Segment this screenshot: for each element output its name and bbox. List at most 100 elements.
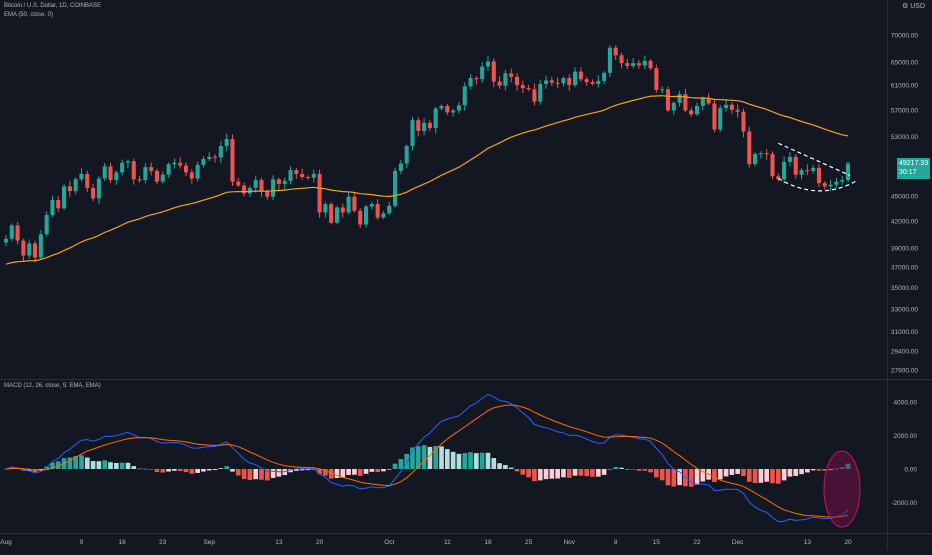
candle-body[interactable] <box>427 122 432 129</box>
macd-histogram-bar[interactable] <box>746 469 752 482</box>
macd-histogram-bar[interactable] <box>450 451 456 469</box>
candle-body[interactable] <box>625 63 630 66</box>
macd-histogram-bar[interactable] <box>26 469 32 471</box>
macd-histogram-bar[interactable] <box>131 466 137 469</box>
macd-histogram-bar[interactable] <box>816 469 822 471</box>
macd-histogram-bar[interactable] <box>549 469 555 479</box>
macd-histogram-bar[interactable] <box>114 462 119 469</box>
candle-body[interactable] <box>398 163 403 171</box>
macd-histogram-bar[interactable] <box>299 469 305 471</box>
macd-histogram-bar[interactable] <box>172 469 177 471</box>
macd-histogram-bar[interactable] <box>787 469 793 477</box>
macd-histogram-bar[interactable] <box>125 462 131 469</box>
candle-body[interactable] <box>561 78 566 84</box>
macd-histogram-bar[interactable] <box>758 469 764 483</box>
candle-body[interactable] <box>224 139 229 147</box>
candle-body[interactable] <box>387 205 392 214</box>
macd-histogram-bar[interactable] <box>357 469 363 476</box>
candle-body[interactable] <box>183 165 189 173</box>
candle-body[interactable] <box>474 78 479 80</box>
candle-body[interactable] <box>648 60 653 69</box>
macd-histogram-bar[interactable] <box>799 469 804 475</box>
candle-body[interactable] <box>207 156 212 159</box>
highlight-ellipse[interactable] <box>823 450 861 528</box>
candle-body[interactable] <box>56 199 61 209</box>
candle-body[interactable] <box>602 72 607 81</box>
macd-histogram-bar[interactable] <box>264 469 270 481</box>
macd-histogram-bar[interactable] <box>613 467 619 469</box>
candle-body[interactable] <box>33 243 38 258</box>
macd-histogram-bar[interactable] <box>741 469 746 477</box>
macd-histogram-bar[interactable] <box>73 456 79 469</box>
candle-body[interactable] <box>590 82 595 84</box>
macd-histogram-bar[interactable] <box>230 469 235 472</box>
candle-body[interactable] <box>613 47 618 56</box>
candle-body[interactable] <box>532 89 537 102</box>
candle-body[interactable] <box>172 162 177 165</box>
candle-body[interactable] <box>149 167 154 171</box>
candle-body[interactable] <box>410 120 415 147</box>
candle-body[interactable] <box>143 167 148 181</box>
candle-body[interactable] <box>276 179 281 184</box>
macd-histogram-bar[interactable] <box>526 469 531 478</box>
candle-body[interactable] <box>363 206 369 225</box>
macd-histogram-bar[interactable] <box>775 469 781 484</box>
candle-body[interactable] <box>555 82 560 84</box>
candle-body[interactable] <box>433 108 438 129</box>
candle-body[interactable] <box>125 161 130 163</box>
candle-body[interactable] <box>741 111 746 132</box>
candle-body[interactable] <box>787 156 792 162</box>
candle-body[interactable] <box>822 183 827 187</box>
macd-histogram-bar[interactable] <box>514 469 520 472</box>
candle-body[interactable] <box>85 173 90 188</box>
candle-body[interactable] <box>840 180 845 182</box>
candle-body[interactable] <box>114 172 119 181</box>
macd-histogram-bar[interactable] <box>642 469 648 471</box>
candle-body[interactable] <box>747 131 752 165</box>
macd-histogram-bar[interactable] <box>206 469 212 471</box>
candle-body[interactable] <box>631 63 636 66</box>
candle-body[interactable] <box>91 187 96 199</box>
signal-line[interactable] <box>5 404 849 518</box>
macd-histogram-bar[interactable] <box>427 446 433 469</box>
macd-histogram-bar[interactable] <box>462 452 468 469</box>
currency-label[interactable]: ⚙ USD <box>902 2 925 10</box>
candle-body[interactable] <box>271 179 276 197</box>
candle-body[interactable] <box>735 109 740 112</box>
macd-histogram-bar[interactable] <box>55 461 61 469</box>
macd-histogram-bar[interactable] <box>468 452 473 469</box>
macd-histogram-bar[interactable] <box>21 469 26 471</box>
macd-histogram-bar[interactable] <box>392 463 398 469</box>
macd-histogram-bar[interactable] <box>294 469 299 471</box>
ema-legend[interactable]: EMA (50, close, 0) <box>4 12 54 18</box>
candle-body[interactable] <box>300 173 305 177</box>
candle-body[interactable] <box>549 80 554 83</box>
macd-histogram-bar[interactable] <box>317 469 322 475</box>
macd-histogram-bar[interactable] <box>259 469 264 480</box>
candle-body[interactable] <box>689 110 694 115</box>
candle-body[interactable] <box>375 204 380 218</box>
candle-body[interactable] <box>79 173 84 180</box>
macd-histogram-bar[interactable] <box>32 469 38 473</box>
macd-histogram-bar[interactable] <box>723 469 729 477</box>
candle-body[interactable] <box>9 225 14 239</box>
macd-histogram-bar[interactable] <box>700 469 706 482</box>
macd-histogram-bar[interactable] <box>770 469 775 484</box>
macd-histogram-bar[interactable] <box>532 469 537 482</box>
candle-body[interactable] <box>253 180 258 188</box>
candle-body[interactable] <box>729 104 734 110</box>
candle-body[interactable] <box>73 179 78 192</box>
macd-histogram-bar[interactable] <box>79 455 84 469</box>
macd-histogram-bar[interactable] <box>520 469 526 475</box>
candle-body[interactable] <box>288 170 293 181</box>
candle-body[interactable] <box>50 199 55 216</box>
macd-histogram-bar[interactable] <box>572 469 578 476</box>
macd-histogram-bar[interactable] <box>340 469 346 478</box>
candle-body[interactable] <box>816 167 821 184</box>
candle-body[interactable] <box>108 166 113 181</box>
candle-body[interactable] <box>323 204 328 213</box>
candle-body[interactable] <box>96 178 101 199</box>
macd-histogram-bar[interactable] <box>566 469 572 478</box>
candle-body[interactable] <box>503 73 508 86</box>
candle-body[interactable] <box>340 207 345 213</box>
